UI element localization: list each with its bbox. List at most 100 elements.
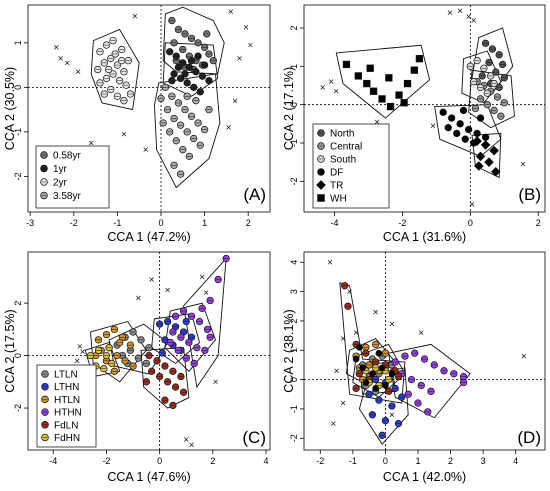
- unassigned-point: [520, 161, 526, 167]
- unassigned-point: [457, 8, 463, 13]
- panel-label: (D): [517, 428, 541, 447]
- unassigned-point: [74, 358, 80, 364]
- legend-label: North: [330, 129, 354, 140]
- unassigned-point: [75, 69, 81, 75]
- unassigned-point: [80, 349, 85, 354]
- hull-fdln: [339, 282, 406, 404]
- point-wh: [378, 95, 386, 103]
- legend-label: WH: [330, 194, 347, 205]
- unassigned-point: [347, 289, 352, 294]
- panel-c: -4 -2 0 2 4 -2 0 2 CCA 1 (47.6%) CCA 2 (17.5%) LTL…: [3, 251, 271, 484]
- unassigned-point: [149, 277, 154, 282]
- legend-label: 2yr: [53, 178, 68, 189]
- x-tick-label: -4: [331, 218, 339, 228]
- unassigned-point: [373, 309, 378, 315]
- point-wh: [354, 72, 362, 80]
- unassigned-point: [203, 290, 209, 295]
- unassigned-point: [88, 140, 94, 146]
- unassigned-point: [340, 336, 346, 341]
- unassigned-point: [333, 89, 339, 94]
- y-tick-label: -2: [289, 434, 299, 442]
- hull-3-58yr: [153, 73, 221, 189]
- x-tick-label: 0: [158, 218, 163, 228]
- y-tick-label: 3: [289, 289, 299, 294]
- x-tick-label: 1: [202, 218, 207, 228]
- unassigned-point: [165, 287, 170, 293]
- point-wh: [400, 99, 408, 107]
- unassigned-point: [389, 321, 395, 327]
- point-tr: [475, 151, 486, 162]
- point-wh: [395, 91, 403, 99]
- y-tick-label: 1: [289, 64, 299, 69]
- legend-label: FdHN: [54, 433, 80, 444]
- legend-label: LTHN: [54, 382, 79, 393]
- x-tick-label: -2: [316, 456, 324, 466]
- legend-label: DF: [330, 168, 343, 179]
- x-tick-label: -4: [49, 456, 57, 466]
- x-tick-label: 2: [210, 456, 215, 466]
- unassigned-point: [447, 10, 453, 15]
- y-tick-label: -2: [13, 172, 23, 180]
- unassigned-point: [320, 85, 325, 90]
- unassigned-point: [327, 260, 333, 265]
- legend-label: HTLN: [54, 395, 80, 406]
- point-wh: [369, 87, 378, 95]
- unassigned-point: [199, 274, 205, 280]
- x-tick-label: -1: [349, 456, 357, 466]
- unassigned-point: [189, 442, 194, 448]
- x-tick-label: 4: [513, 456, 518, 466]
- y-tick-label: 1: [289, 348, 299, 353]
- point-wh: [366, 64, 374, 72]
- point-wh: [410, 66, 418, 74]
- y-tick-label: 2: [289, 25, 299, 30]
- y-tick-label: 4: [289, 260, 299, 265]
- hull-extra: [183, 257, 227, 389]
- y-tick-label: 0: [289, 102, 299, 107]
- hull-lthn: [358, 367, 409, 445]
- legend: 0.58yr 1yr 2yr 3.58yr: [35, 145, 110, 209]
- point-wh: [386, 102, 395, 111]
- legend-label: 0.58yr: [53, 151, 81, 162]
- unassigned-point: [64, 60, 70, 66]
- unassigned-point: [340, 400, 346, 406]
- plot-frame: [27, 251, 271, 451]
- point-tr: [474, 161, 484, 171]
- x-tick-label: 2: [448, 456, 453, 466]
- unassigned-point: [389, 412, 395, 418]
- unassigned-point: [243, 25, 249, 30]
- y-tick-label: 1: [13, 40, 23, 45]
- legend-label: HTHN: [54, 408, 82, 419]
- hull-df: [434, 104, 502, 157]
- x-tick-label: -2: [70, 218, 78, 228]
- x-tick-label: 0: [157, 456, 162, 466]
- legend-box: [36, 364, 97, 448]
- y-tick-label: -1: [13, 128, 23, 136]
- plot-frame: [303, 4, 546, 213]
- legend-label: LTLN: [54, 370, 78, 381]
- unassigned-point: [232, 98, 238, 103]
- legend-box: [35, 145, 110, 209]
- point-wh: [403, 79, 412, 88]
- hull-north: [471, 27, 514, 96]
- x-tick-label: -2: [398, 218, 406, 228]
- y-tick-label: 0: [13, 353, 23, 358]
- unassigned-point: [328, 79, 334, 84]
- legend-label: 3.58yr: [53, 191, 81, 202]
- unassigned-point: [58, 56, 63, 61]
- y-tick-label: -2: [289, 177, 299, 185]
- plot-frame: [303, 251, 546, 451]
- unassigned-point: [334, 368, 339, 374]
- unassigned-point: [471, 18, 476, 23]
- y-axis-label: CCA 2 (30.5%): [3, 67, 17, 150]
- panel-label: (C): [242, 428, 266, 447]
- hull-tr: [471, 132, 502, 179]
- legend-label: FdLN: [54, 420, 78, 431]
- unassigned-point: [77, 344, 83, 349]
- point-tr: [484, 157, 494, 167]
- hull-ltln: [352, 343, 406, 398]
- y-tick-label: 2: [13, 301, 23, 306]
- unassigned-point: [331, 421, 336, 426]
- point-tr: [316, 180, 326, 190]
- point-tr: [480, 140, 491, 150]
